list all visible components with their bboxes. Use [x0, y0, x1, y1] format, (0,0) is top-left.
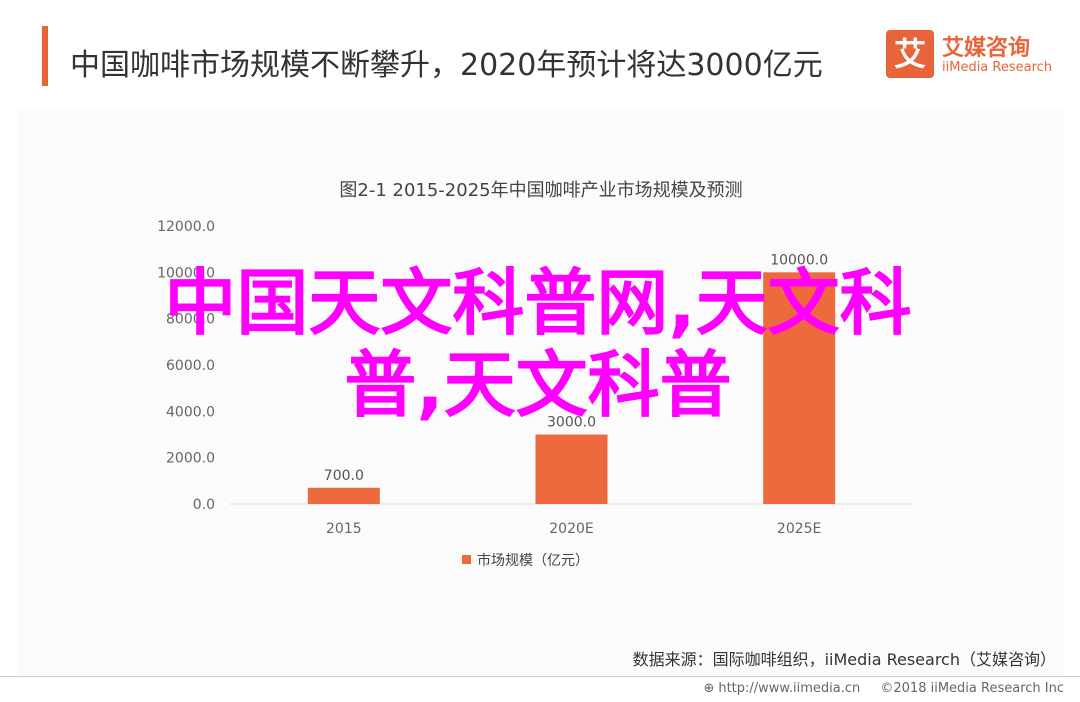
y-tick-label: 4000.0: [166, 404, 215, 420]
data-label: 700.0: [324, 468, 364, 484]
legend-label: 市场规模（亿元）: [477, 552, 589, 569]
logo-mark: 艾: [886, 30, 934, 78]
y-tick-label: 2000.0: [166, 451, 215, 467]
watermark-overlay: 中国天文科普网,天文科 普,天文科普: [18, 262, 1058, 426]
logo-name-en: iiMedia Research: [942, 60, 1053, 75]
y-tick-label: 6000.0: [166, 358, 215, 374]
chart-panel: 图2-1 2015-2025年中国咖啡产业市场规模及预测 0.0 2000.0 400…: [18, 108, 1064, 678]
watermark-line-2: 普,天文科普: [344, 343, 732, 427]
bar-chart: 图2-1 2015-2025年中国咖啡产业市场规模及预测 0.0 2000.0 400…: [157, 180, 913, 569]
x-tick-label: 2015: [326, 521, 362, 537]
y-tick-label: 10000.0: [157, 265, 215, 281]
y-tick-label: 0.0: [193, 497, 215, 513]
bar: [763, 272, 836, 504]
source-note: 数据来源：国际咖啡组织，iiMedia Research（艾媒咨询）: [632, 650, 1056, 669]
globe-icon: ⊕: [703, 681, 715, 696]
bar: [535, 434, 608, 504]
iimedia-logo: 艾 艾媒咨询 iiMedia Research: [886, 30, 1066, 80]
y-tick-label: 12000.0: [157, 219, 215, 235]
legend-swatch: [462, 555, 471, 564]
chart-title: 图2-1 2015-2025年中国咖啡产业市场规模及预测: [339, 180, 742, 201]
x-tick-label: 2020E: [549, 521, 593, 537]
logo-name-cn: 艾媒咨询: [942, 36, 1031, 61]
x-tick-label: 2025E: [777, 521, 821, 537]
bar: [307, 487, 380, 504]
footer-divider: [0, 676, 1080, 677]
footer-url[interactable]: http://www.iimedia.cn: [718, 681, 861, 696]
page-title: 中国咖啡市场规模不断攀升，2020年预计将达3000亿元: [70, 48, 823, 83]
y-tick-label: 8000.0: [166, 312, 215, 328]
data-label: 3000.0: [547, 415, 596, 431]
header-accent-bar: [42, 26, 48, 86]
footer: ⊕ http://www.iimedia.cn ©2018 iiMedia Res…: [687, 681, 1064, 696]
footer-copyright: ©2018 iiMedia Research Inc: [880, 681, 1064, 696]
watermark-line-1: 中国天文科普网,天文科: [164, 261, 912, 345]
data-label: 10000.0: [770, 252, 828, 268]
